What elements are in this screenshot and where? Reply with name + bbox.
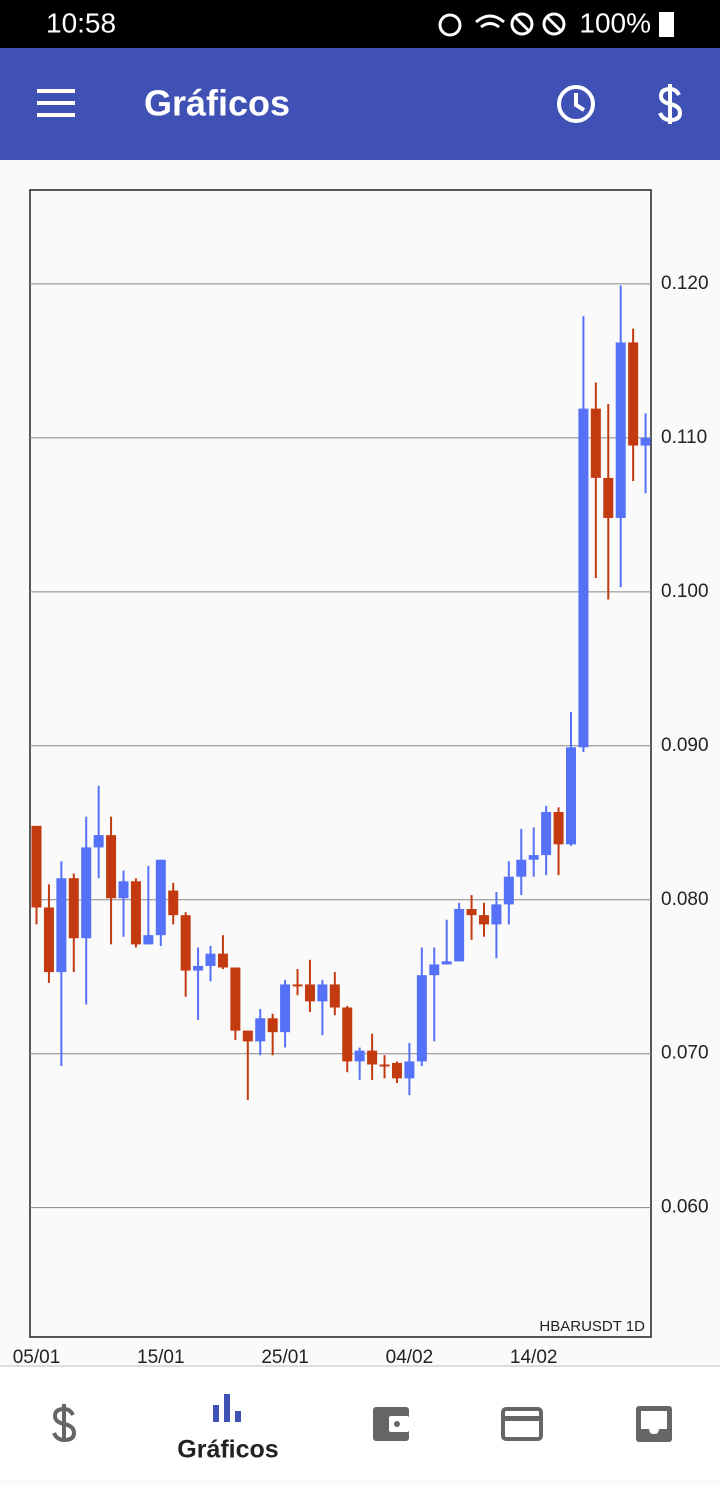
nav-inbox[interactable] xyxy=(636,1406,672,1442)
y-tick-label: 0.120 xyxy=(661,273,709,294)
app-title: Gráficos xyxy=(144,83,290,124)
status-bar xyxy=(0,0,720,48)
nav-charts-label[interactable]: Gráficos xyxy=(177,1436,278,1464)
candle-body xyxy=(578,408,589,748)
candle-body xyxy=(304,984,315,1002)
candle-body xyxy=(565,747,576,845)
y-tick-label: 0.070 xyxy=(661,1043,709,1064)
y-tick-label: 0.110 xyxy=(661,427,707,448)
status-icons xyxy=(438,12,566,37)
candle-body xyxy=(478,915,489,925)
currency-button[interactable] xyxy=(658,84,683,124)
candle-body xyxy=(553,811,564,845)
battery-icon xyxy=(659,12,674,37)
candle-body xyxy=(193,965,204,971)
candle-body xyxy=(628,342,639,446)
status-time: 10:58 xyxy=(46,7,116,38)
candle-body xyxy=(230,967,241,1031)
candle-body xyxy=(205,953,216,966)
y-tick-label: 0.080 xyxy=(661,889,709,910)
candle-body xyxy=(280,984,291,1033)
candle-body xyxy=(528,855,539,860)
candle-body xyxy=(130,881,141,945)
candle-body xyxy=(429,964,440,976)
menu-button[interactable] xyxy=(37,89,75,117)
candle-body xyxy=(491,904,502,925)
candle-body xyxy=(81,847,92,939)
candle-body xyxy=(292,984,303,987)
x-tick-label: 25/01 xyxy=(261,1347,309,1368)
candle-body xyxy=(441,961,452,965)
x-tick-label: 15/01 xyxy=(137,1347,185,1368)
bottom-nav xyxy=(0,1366,720,1480)
candle-body xyxy=(391,1062,402,1079)
candle-body xyxy=(590,408,601,478)
candle-body xyxy=(640,437,651,446)
x-tick-label: 04/02 xyxy=(386,1347,434,1368)
candle-body xyxy=(168,890,179,916)
candle-body xyxy=(118,881,129,899)
candle-body xyxy=(454,908,465,962)
candle-body xyxy=(416,975,427,1062)
candle-body xyxy=(56,878,67,973)
y-tick-label: 0.090 xyxy=(661,735,709,756)
candle-body xyxy=(503,876,514,905)
candle-body xyxy=(615,342,626,518)
nav-prices[interactable] xyxy=(52,1404,77,1443)
candle-body xyxy=(143,935,154,945)
candle-body xyxy=(317,984,328,1002)
candle-body xyxy=(404,1061,415,1079)
candle-body xyxy=(354,1050,365,1062)
candle-body xyxy=(93,835,104,848)
candle-body xyxy=(541,811,552,856)
x-tick-label: 05/01 xyxy=(13,1347,61,1368)
candle-body xyxy=(329,984,340,1008)
chart: 0.060 0.070 0.080 0.090 0.100 0.110 0.120 05/01… xyxy=(13,273,709,1368)
candle-body xyxy=(379,1064,390,1067)
candle-body xyxy=(43,907,54,973)
x-tick-label: 14/02 xyxy=(510,1347,558,1368)
candle-body xyxy=(31,825,42,908)
candle-body xyxy=(267,1018,278,1033)
candle-body xyxy=(466,908,477,916)
nav-charts[interactable] xyxy=(213,1394,241,1422)
candle-body xyxy=(180,915,191,971)
candle-body xyxy=(155,859,166,936)
candle-body xyxy=(255,1018,266,1042)
candle-body xyxy=(217,953,228,968)
chart-annotation: HBARUSDT 1D xyxy=(539,1318,645,1335)
nav-cards[interactable] xyxy=(501,1407,543,1441)
y-tick-label: 0.060 xyxy=(661,1197,709,1218)
candle-body xyxy=(342,1007,353,1062)
candle-body xyxy=(68,878,79,939)
candle-body xyxy=(106,835,117,899)
candle-body xyxy=(516,859,527,877)
candle-body xyxy=(367,1050,378,1065)
candle-body xyxy=(603,477,614,518)
candle-body xyxy=(242,1030,253,1042)
y-tick-label: 0.100 xyxy=(661,581,709,602)
history-button[interactable] xyxy=(557,85,595,123)
battery-level: 100% xyxy=(579,7,651,38)
plot-area xyxy=(29,189,652,1338)
app-bar xyxy=(0,48,720,160)
nav-wallet[interactable] xyxy=(373,1407,409,1441)
